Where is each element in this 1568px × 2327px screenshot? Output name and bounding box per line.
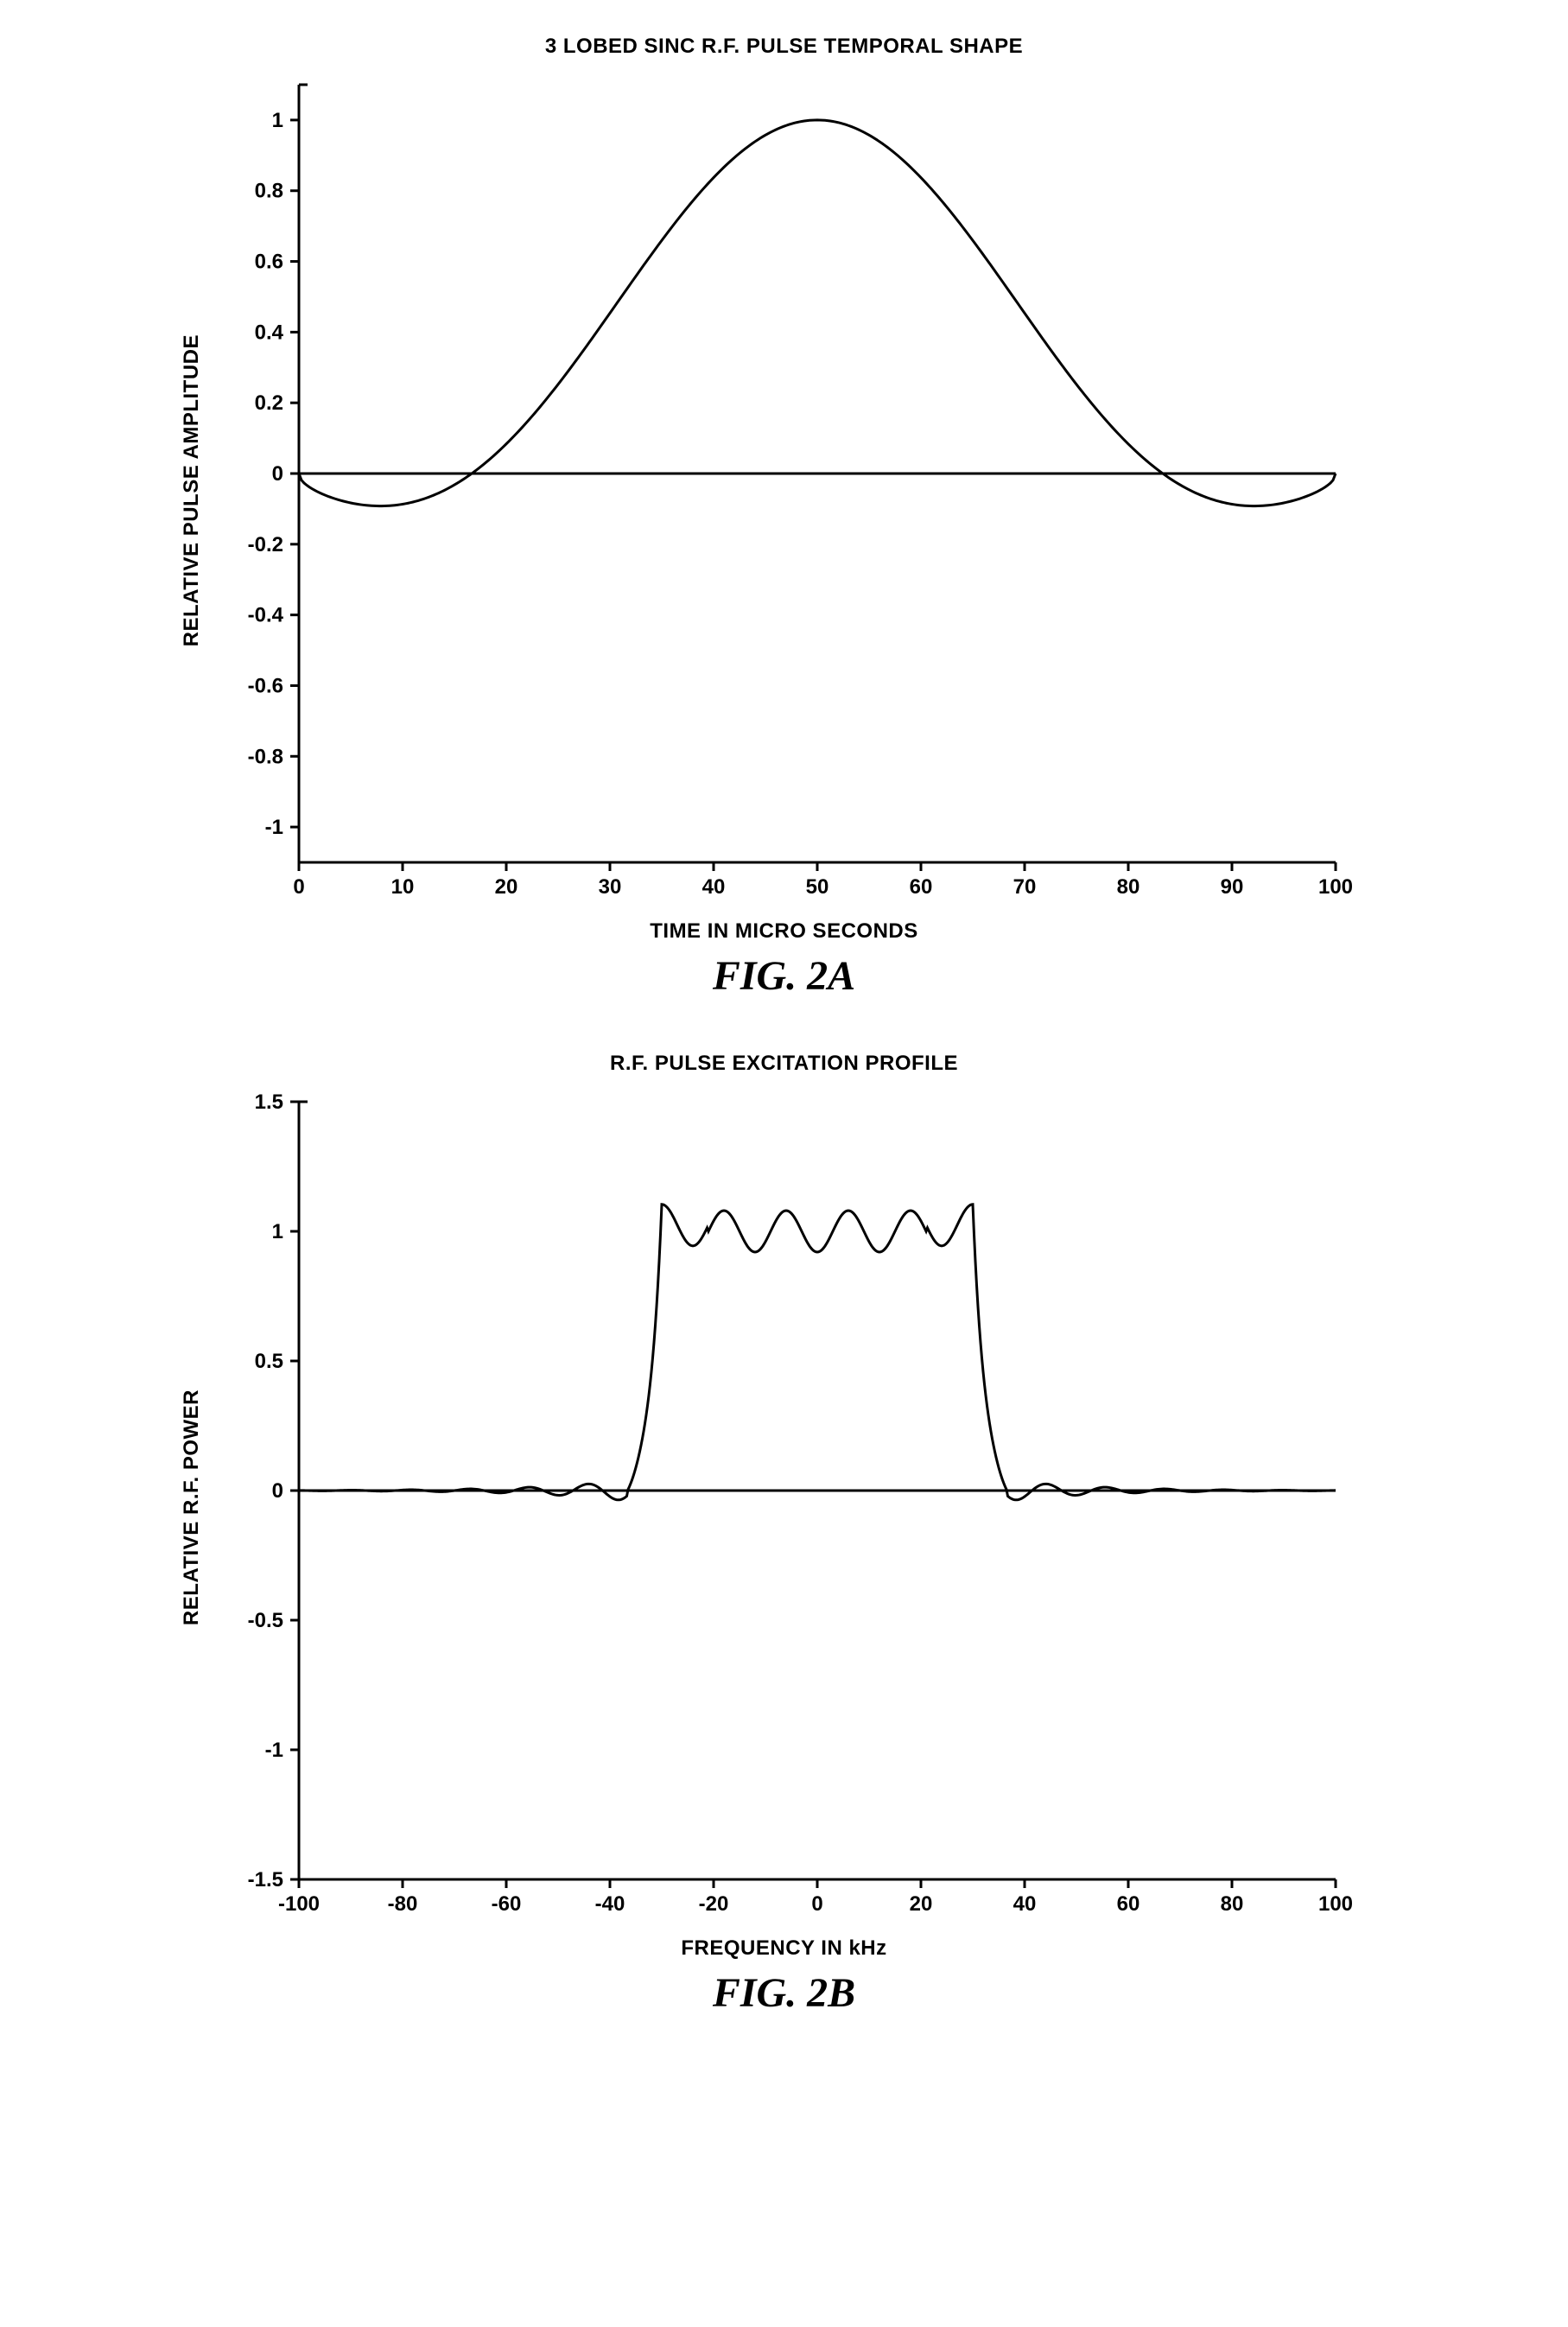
svg-text:0: 0	[811, 1892, 822, 1916]
svg-text:-1.5: -1.5	[247, 1868, 282, 1891]
figure-2a: 3 LOBED SINC R.F. PULSE TEMPORAL SHAPE R…	[180, 35, 1389, 1000]
svg-text:10: 10	[390, 875, 414, 899]
chart-b-ylabel: RELATIVE R.F. POWER	[180, 1389, 204, 1625]
svg-text:40: 40	[701, 875, 725, 899]
svg-text:50: 50	[805, 875, 828, 899]
svg-text:100: 100	[1317, 1892, 1352, 1916]
chart-a-svg: -1-0.8-0.6-0.4-0.200.20.40.60.8101020304…	[213, 67, 1370, 914]
svg-text:80: 80	[1116, 875, 1139, 899]
chart-b-title: R.F. PULSE EXCITATION PROFILE	[180, 1052, 1389, 1076]
svg-text:0.8: 0.8	[254, 180, 282, 203]
svg-text:0: 0	[271, 462, 282, 486]
svg-text:60: 60	[909, 875, 932, 899]
svg-text:0.6: 0.6	[254, 251, 282, 274]
chart-a-wrap: RELATIVE PULSE AMPLITUDE -1 -0.8 -0.6 -0.4 -…	[180, 67, 1389, 914]
svg-text:0.2: 0.2	[254, 391, 282, 415]
chart-b-svg: -1.5 -1 -0.5 0 0.5 1 1.5 -100 -80 -60 -40 -20 0 20 40 6…	[213, 1084, 1370, 1931]
chart-a-xlabel: TIME IN MICRO SECONDS	[180, 919, 1389, 944]
figure-2b-caption: FIG. 2B	[180, 1969, 1389, 2017]
svg-text:-0.2: -0.2	[247, 533, 282, 556]
svg-text:0.5: 0.5	[254, 1350, 282, 1373]
svg-text:20: 20	[909, 1892, 932, 1916]
svg-text:-0.4: -0.4	[247, 604, 283, 627]
chart-a-ylabel: RELATIVE PULSE AMPLITUDE	[180, 334, 204, 646]
chart-b-wrap: RELATIVE R.F. POWER -1.5-1-0.500.511.5-1…	[180, 1084, 1389, 1931]
figure-2b: R.F. PULSE EXCITATION PROFILE RELATIVE R…	[180, 1052, 1389, 2017]
figure-2a-caption: FIG. 2A	[180, 952, 1389, 1000]
chart-a-title: 3 LOBED SINC R.F. PULSE TEMPORAL SHAPE	[180, 35, 1389, 59]
svg-text:-40: -40	[594, 1892, 625, 1916]
svg-text:-20: -20	[698, 1892, 728, 1916]
svg-text:1: 1	[271, 1220, 282, 1243]
svg-text:-100: -100	[277, 1892, 319, 1916]
svg-text:40: 40	[1013, 1892, 1036, 1916]
svg-text:0.4: 0.4	[254, 321, 283, 344]
svg-text:1: 1	[271, 109, 282, 132]
svg-text:-1: -1	[264, 1739, 282, 1762]
chart-b-xlabel: FREQUENCY IN kHz	[180, 1936, 1389, 1961]
svg-text:0: 0	[271, 1479, 282, 1503]
svg-text:100: 100	[1317, 875, 1352, 899]
svg-text:70: 70	[1013, 875, 1036, 899]
svg-text:60: 60	[1116, 1892, 1139, 1916]
svg-text:-1: -1	[264, 816, 282, 839]
svg-text:30: 30	[598, 875, 621, 899]
svg-text:-0.8: -0.8	[247, 745, 282, 768]
svg-text:-0.5: -0.5	[247, 1609, 282, 1632]
svg-text:80: 80	[1220, 1892, 1243, 1916]
svg-text:90: 90	[1220, 875, 1243, 899]
svg-text:1.5: 1.5	[254, 1090, 282, 1114]
svg-text:-80: -80	[387, 1892, 417, 1916]
svg-text:20: 20	[494, 875, 517, 899]
svg-text:-0.6: -0.6	[247, 674, 282, 697]
svg-text:0: 0	[293, 875, 304, 899]
svg-text:-60: -60	[491, 1892, 521, 1916]
